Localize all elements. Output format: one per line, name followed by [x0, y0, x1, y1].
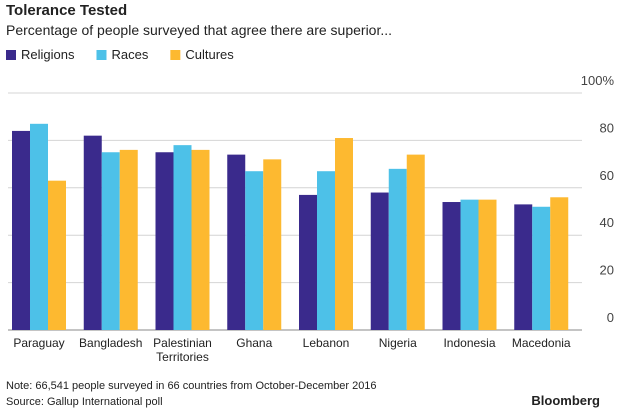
bar — [388, 168, 407, 330]
bar — [550, 197, 569, 330]
bar — [101, 152, 120, 330]
legend-label: Cultures — [185, 47, 234, 62]
x-tick-label: Bangladesh — [79, 336, 143, 350]
x-tick-label: Palestinian Territories — [153, 336, 212, 364]
y-tick-label: 100% — [581, 73, 615, 88]
bar — [460, 199, 479, 330]
y-tick-label: 0 — [607, 310, 614, 325]
bar — [514, 204, 533, 330]
legend-swatch — [96, 50, 107, 60]
bar — [370, 192, 389, 330]
brand: Bloomberg — [531, 393, 600, 408]
y-tick-label: 60 — [600, 168, 614, 183]
legend-label: Races — [111, 47, 148, 62]
bar — [173, 145, 192, 330]
bar — [317, 171, 335, 330]
bar — [155, 152, 174, 330]
x-tick-label: Lebanon — [302, 336, 350, 350]
bar — [245, 171, 264, 330]
bar — [119, 149, 138, 330]
y-tick-label: 80 — [600, 120, 614, 135]
bar — [83, 135, 102, 330]
bar — [30, 123, 48, 330]
bar — [335, 138, 353, 330]
y-tick-label: 20 — [600, 263, 614, 278]
bar — [12, 130, 30, 330]
legend-label: Religions — [21, 47, 75, 62]
x-tick-label: Nigeria — [378, 336, 417, 350]
bar — [48, 180, 66, 330]
legend-swatch — [6, 50, 16, 60]
bar — [299, 194, 317, 330]
note: Note: 66,541 people surveyed in 66 count… — [6, 380, 377, 392]
bar — [227, 154, 246, 330]
x-tick-label: Macedonia — [511, 336, 571, 350]
chart-subtitle: Percentage of people surveyed that agree… — [6, 22, 392, 38]
x-tick-label: Ghana — [236, 336, 273, 350]
bar — [478, 199, 497, 330]
legend-swatch — [170, 50, 181, 60]
bar — [263, 159, 282, 330]
bar — [532, 206, 551, 330]
x-tick-label: Indonesia — [443, 336, 496, 350]
x-tick-label: Paraguay — [13, 336, 65, 350]
source: Source: Gallup International poll — [6, 396, 163, 408]
bar — [191, 149, 210, 330]
bar — [406, 154, 425, 330]
chart-title: Tolerance Tested — [6, 2, 127, 19]
bar — [442, 202, 461, 330]
y-tick-label: 40 — [600, 215, 614, 230]
